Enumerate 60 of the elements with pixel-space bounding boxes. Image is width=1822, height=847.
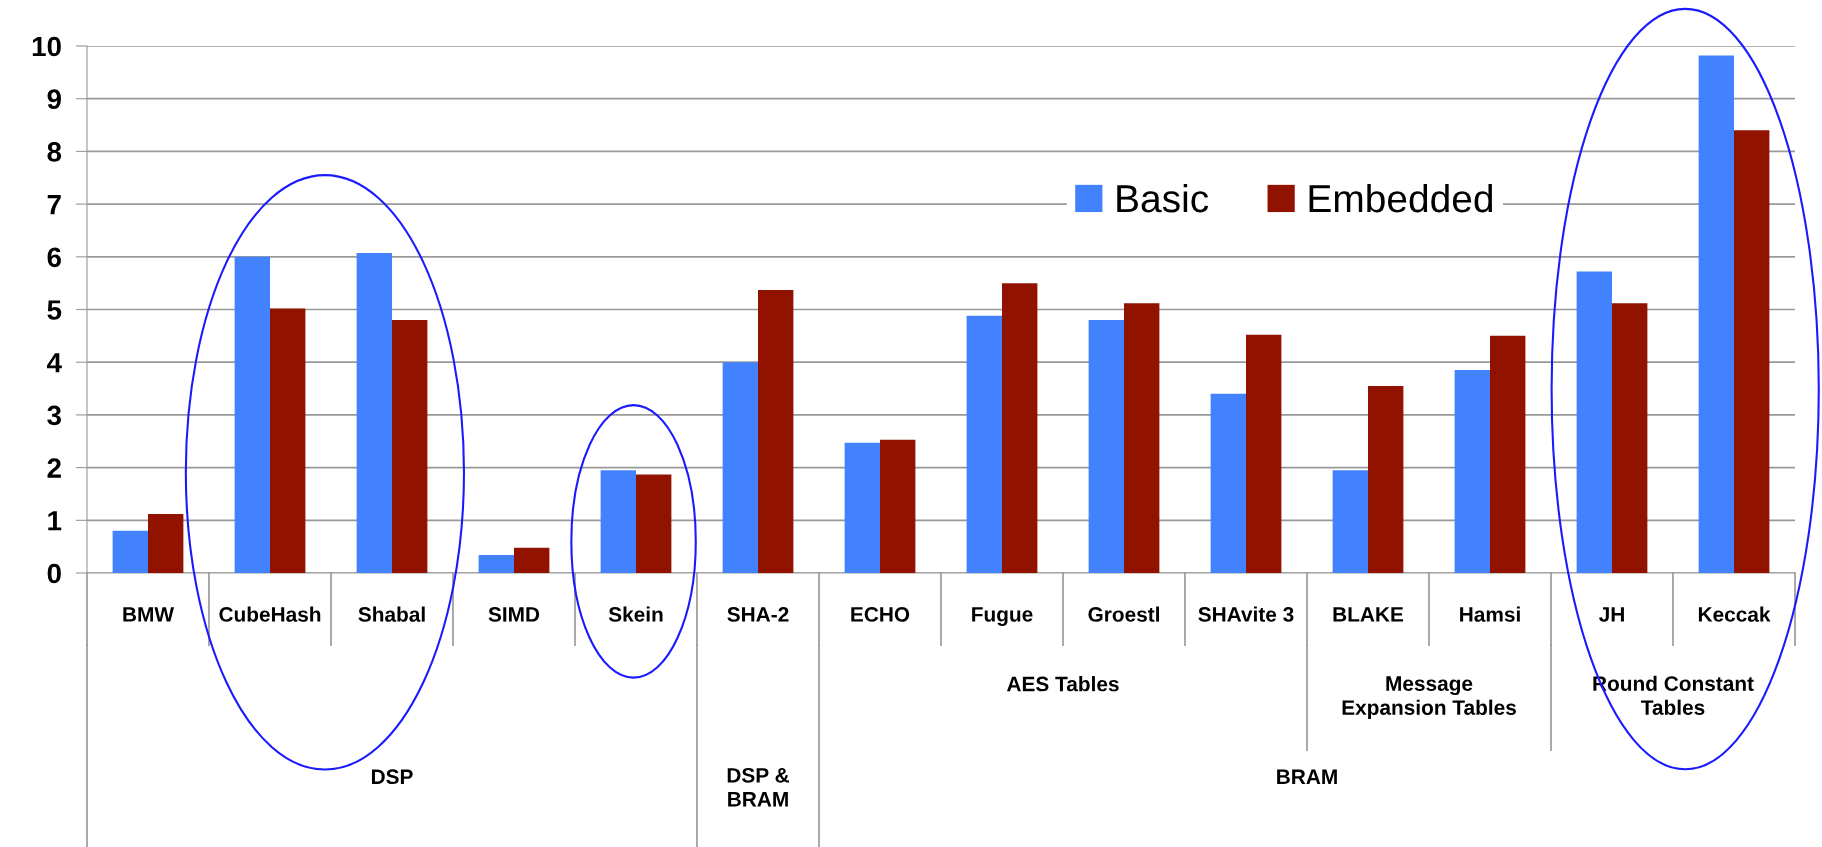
y-tick-label: 8 xyxy=(47,142,62,162)
bar xyxy=(1576,271,1612,573)
x-tick-label: JH xyxy=(1599,607,1624,622)
x-tick-label: BMW xyxy=(123,607,175,622)
x-tick-label: Fugue xyxy=(972,607,1033,626)
text: DSP xyxy=(371,769,413,785)
x-tick-label: SIMD xyxy=(488,607,540,622)
bar xyxy=(1454,370,1490,573)
bar xyxy=(1088,320,1124,573)
bar xyxy=(148,513,184,573)
bar xyxy=(722,362,758,573)
bar xyxy=(1210,393,1246,573)
bar xyxy=(844,442,880,573)
bar xyxy=(880,439,916,573)
y-tick-label: 6 xyxy=(47,247,61,268)
bar xyxy=(112,530,148,573)
y-tick-label: 0 xyxy=(47,563,61,584)
x-tick-label: CubeHash xyxy=(219,606,321,622)
bar xyxy=(1698,55,1734,573)
bar xyxy=(966,315,1002,573)
text: Message Expansion Tables xyxy=(1342,676,1516,720)
y-tick-label: 7 xyxy=(47,195,61,215)
bar xyxy=(1246,334,1282,573)
bar xyxy=(1734,130,1770,573)
bar xyxy=(1002,283,1038,573)
x-tick-label: SHA-2 xyxy=(727,607,789,622)
bar xyxy=(514,547,550,573)
y-tick-label: 3 xyxy=(47,405,61,426)
text: AES Tables xyxy=(1006,676,1119,692)
bar xyxy=(1612,303,1648,573)
x-tick-label: ECHO xyxy=(851,607,910,622)
bar xyxy=(758,290,794,573)
y-tick-label: 4 xyxy=(46,353,62,373)
y-tick-label: 2 xyxy=(47,458,61,478)
y-tick-label: 10 xyxy=(32,36,61,57)
bar xyxy=(478,555,514,573)
bar xyxy=(1124,303,1160,573)
bar xyxy=(1332,470,1368,573)
text: BRAM xyxy=(1277,769,1337,784)
x-tick-label: BLAKE xyxy=(1333,607,1404,622)
legend-label: Basic xyxy=(1117,183,1209,213)
y-tick-label: 9 xyxy=(47,89,61,110)
bar xyxy=(600,470,636,573)
bar xyxy=(392,320,428,573)
legend-label: Embedded xyxy=(1309,183,1493,213)
y-tick-label: 5 xyxy=(47,300,62,320)
x-tick-label: Skein xyxy=(608,606,663,622)
text: DSP & BRAM xyxy=(727,767,789,807)
bar xyxy=(1368,385,1404,573)
x-tick-label: Keccak xyxy=(1698,606,1771,622)
bar xyxy=(1490,335,1526,573)
bar xyxy=(636,474,672,573)
x-tick-label: Groestl xyxy=(1088,606,1159,622)
x-tick-label: SHAvite 3 xyxy=(1198,606,1294,622)
bar xyxy=(234,256,270,573)
bar xyxy=(356,253,392,573)
y-tick-label: 1 xyxy=(48,511,62,531)
x-tick-label: Shabal xyxy=(358,606,425,622)
x-tick-label: Hamsi xyxy=(1460,606,1520,622)
bar xyxy=(270,308,306,573)
